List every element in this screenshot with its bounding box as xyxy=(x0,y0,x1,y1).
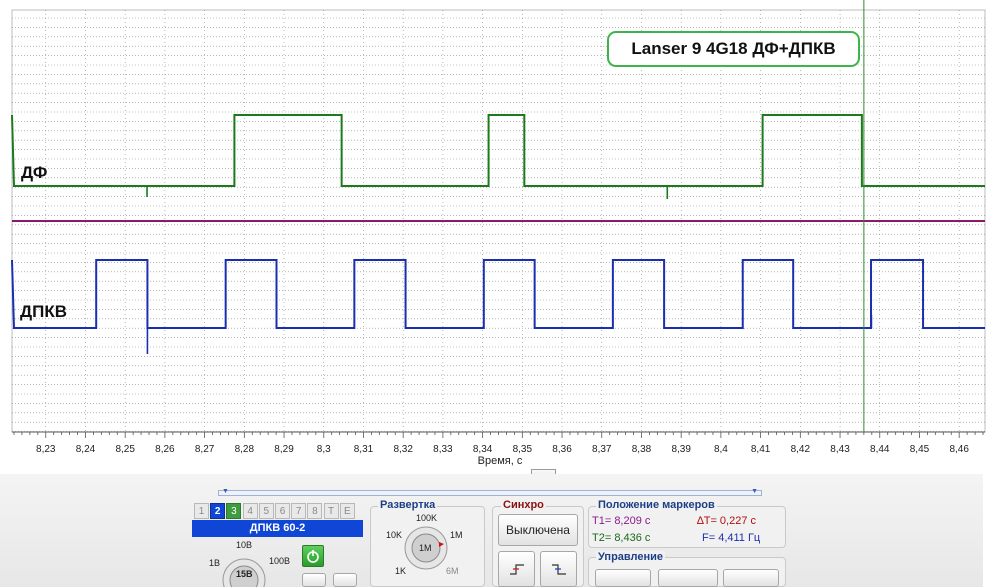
control-button-2[interactable] xyxy=(658,569,718,587)
x-tick-label: 8,46 xyxy=(949,444,969,455)
marker-delta-t: ∆T= 0,227 с xyxy=(697,515,757,527)
sync-falling-edge-button[interactable] xyxy=(540,551,577,587)
x-tick-label: 8,38 xyxy=(632,444,652,455)
control-button-3[interactable] xyxy=(723,569,779,587)
x-tick-label: 8,42 xyxy=(791,444,811,455)
power-icon xyxy=(307,550,319,563)
sweep-label-bottom-right: 6M xyxy=(446,566,459,576)
x-tick-label: 8,3 xyxy=(317,444,331,455)
channel-tab-8[interactable]: 8 xyxy=(307,503,323,519)
channel-name: ДПКВ 60-2 xyxy=(192,520,363,537)
channel-tab-5[interactable]: 5 xyxy=(258,503,274,519)
marker-frequency: F= 4,411 Гц xyxy=(702,532,761,544)
sweep-label-bottom-left: 1K xyxy=(395,566,407,576)
x-axis-label: Время, с xyxy=(477,455,523,467)
timeline-strip[interactable]: ▼ ▼ xyxy=(218,488,762,496)
waveform-canvas[interactable]: 8,23 8,24 8,25 8,26 8,27 8,28 8,29 8,3 8,31 8,32 8… xyxy=(0,0,995,468)
channel-tab-7[interactable]: 7 xyxy=(291,503,307,519)
x-tick-label: 8,39 xyxy=(671,444,691,455)
marker-t2: T2= 8,436 с xyxy=(592,532,651,544)
markers-group xyxy=(588,506,786,548)
voltage-label-left: 1В xyxy=(209,558,221,568)
x-tick-label: 8,44 xyxy=(870,444,890,455)
channel-tab-E[interactable]: E xyxy=(339,503,355,519)
x-tick-label: 8,23 xyxy=(36,444,56,455)
x-tick-label: 8,26 xyxy=(155,444,175,455)
marker-t1: T1= 8,209 с xyxy=(592,515,651,527)
x-tick-label: 8,25 xyxy=(115,444,135,455)
sweep-title: Развертка xyxy=(378,499,438,511)
chart-title: Lanser 9 4G18 ДФ+ДПКВ xyxy=(607,31,860,67)
x-tick-label: 8,4 xyxy=(714,444,728,455)
channel-tab-4[interactable]: 4 xyxy=(242,503,258,519)
x-tick-label: 8,32 xyxy=(393,444,413,455)
sync-title: Синхро xyxy=(501,499,546,511)
x-tick-label: 8,33 xyxy=(433,444,453,455)
channel-label-dpkv: ДПКВ xyxy=(20,302,67,321)
x-tick-label: 8,34 xyxy=(473,444,493,455)
sync-rising-edge-button[interactable] xyxy=(498,551,535,587)
x-tick-label: 8,41 xyxy=(751,444,771,455)
channel-power-button[interactable] xyxy=(302,545,324,567)
oscilloscope-plot[interactable]: 8,23 8,24 8,25 8,26 8,27 8,28 8,29 8,3 8,31 8,32 8… xyxy=(0,0,995,468)
sweep-label-right: 1M xyxy=(450,530,463,540)
sweep-label-left: 10K xyxy=(386,530,403,540)
strip-left-arrow-icon[interactable]: ▼ xyxy=(222,488,229,495)
x-tick-label: 8,31 xyxy=(354,444,374,455)
sweep-label-center: 1M xyxy=(419,543,432,553)
control-button-1[interactable] xyxy=(595,569,651,587)
markers-title: Положение маркеров xyxy=(596,499,717,511)
x-tick-label: 8,28 xyxy=(235,444,255,455)
channel-tab-1[interactable]: 1 xyxy=(194,503,209,519)
sync-mode-button[interactable]: Выключена xyxy=(498,514,578,546)
channel-tab-3[interactable]: 3 xyxy=(226,503,242,519)
sync-mode-label: Выключена xyxy=(506,523,570,537)
x-tick-label: 8,37 xyxy=(592,444,612,455)
channel-label-df: ДФ xyxy=(21,163,48,182)
x-tick-label: 8,27 xyxy=(195,444,215,455)
channel-tab-6[interactable]: 6 xyxy=(275,503,290,519)
x-tick-label: 8,45 xyxy=(910,444,930,455)
strip-right-arrow-icon[interactable]: ▼ xyxy=(751,488,758,495)
x-tick-label: 8,43 xyxy=(830,444,850,455)
channel-tab-T[interactable]: T xyxy=(323,503,339,519)
voltage-label-top: 10В xyxy=(236,540,253,550)
control-title: Управление xyxy=(596,551,666,563)
voltage-label-bottom: 15В xyxy=(236,569,253,579)
voltage-label-right: 100В xyxy=(269,556,291,566)
rising-edge-icon xyxy=(509,564,524,575)
channel-option-button-2[interactable] xyxy=(333,573,357,587)
x-tick-label: 8,29 xyxy=(274,444,294,455)
x-tick-label: 8,36 xyxy=(552,444,572,455)
x-tick-label: 8,35 xyxy=(513,444,533,455)
sweep-knob[interactable] xyxy=(402,522,452,572)
x-tick-label: 8,24 xyxy=(76,444,96,455)
sweep-label-top: 100K xyxy=(416,513,438,523)
voltage-knob[interactable] xyxy=(220,548,270,587)
channel-tab-2[interactable]: 2 xyxy=(210,503,226,519)
channel-option-button-1[interactable] xyxy=(302,573,326,587)
falling-edge-icon xyxy=(551,564,566,575)
series-df xyxy=(11,114,985,187)
